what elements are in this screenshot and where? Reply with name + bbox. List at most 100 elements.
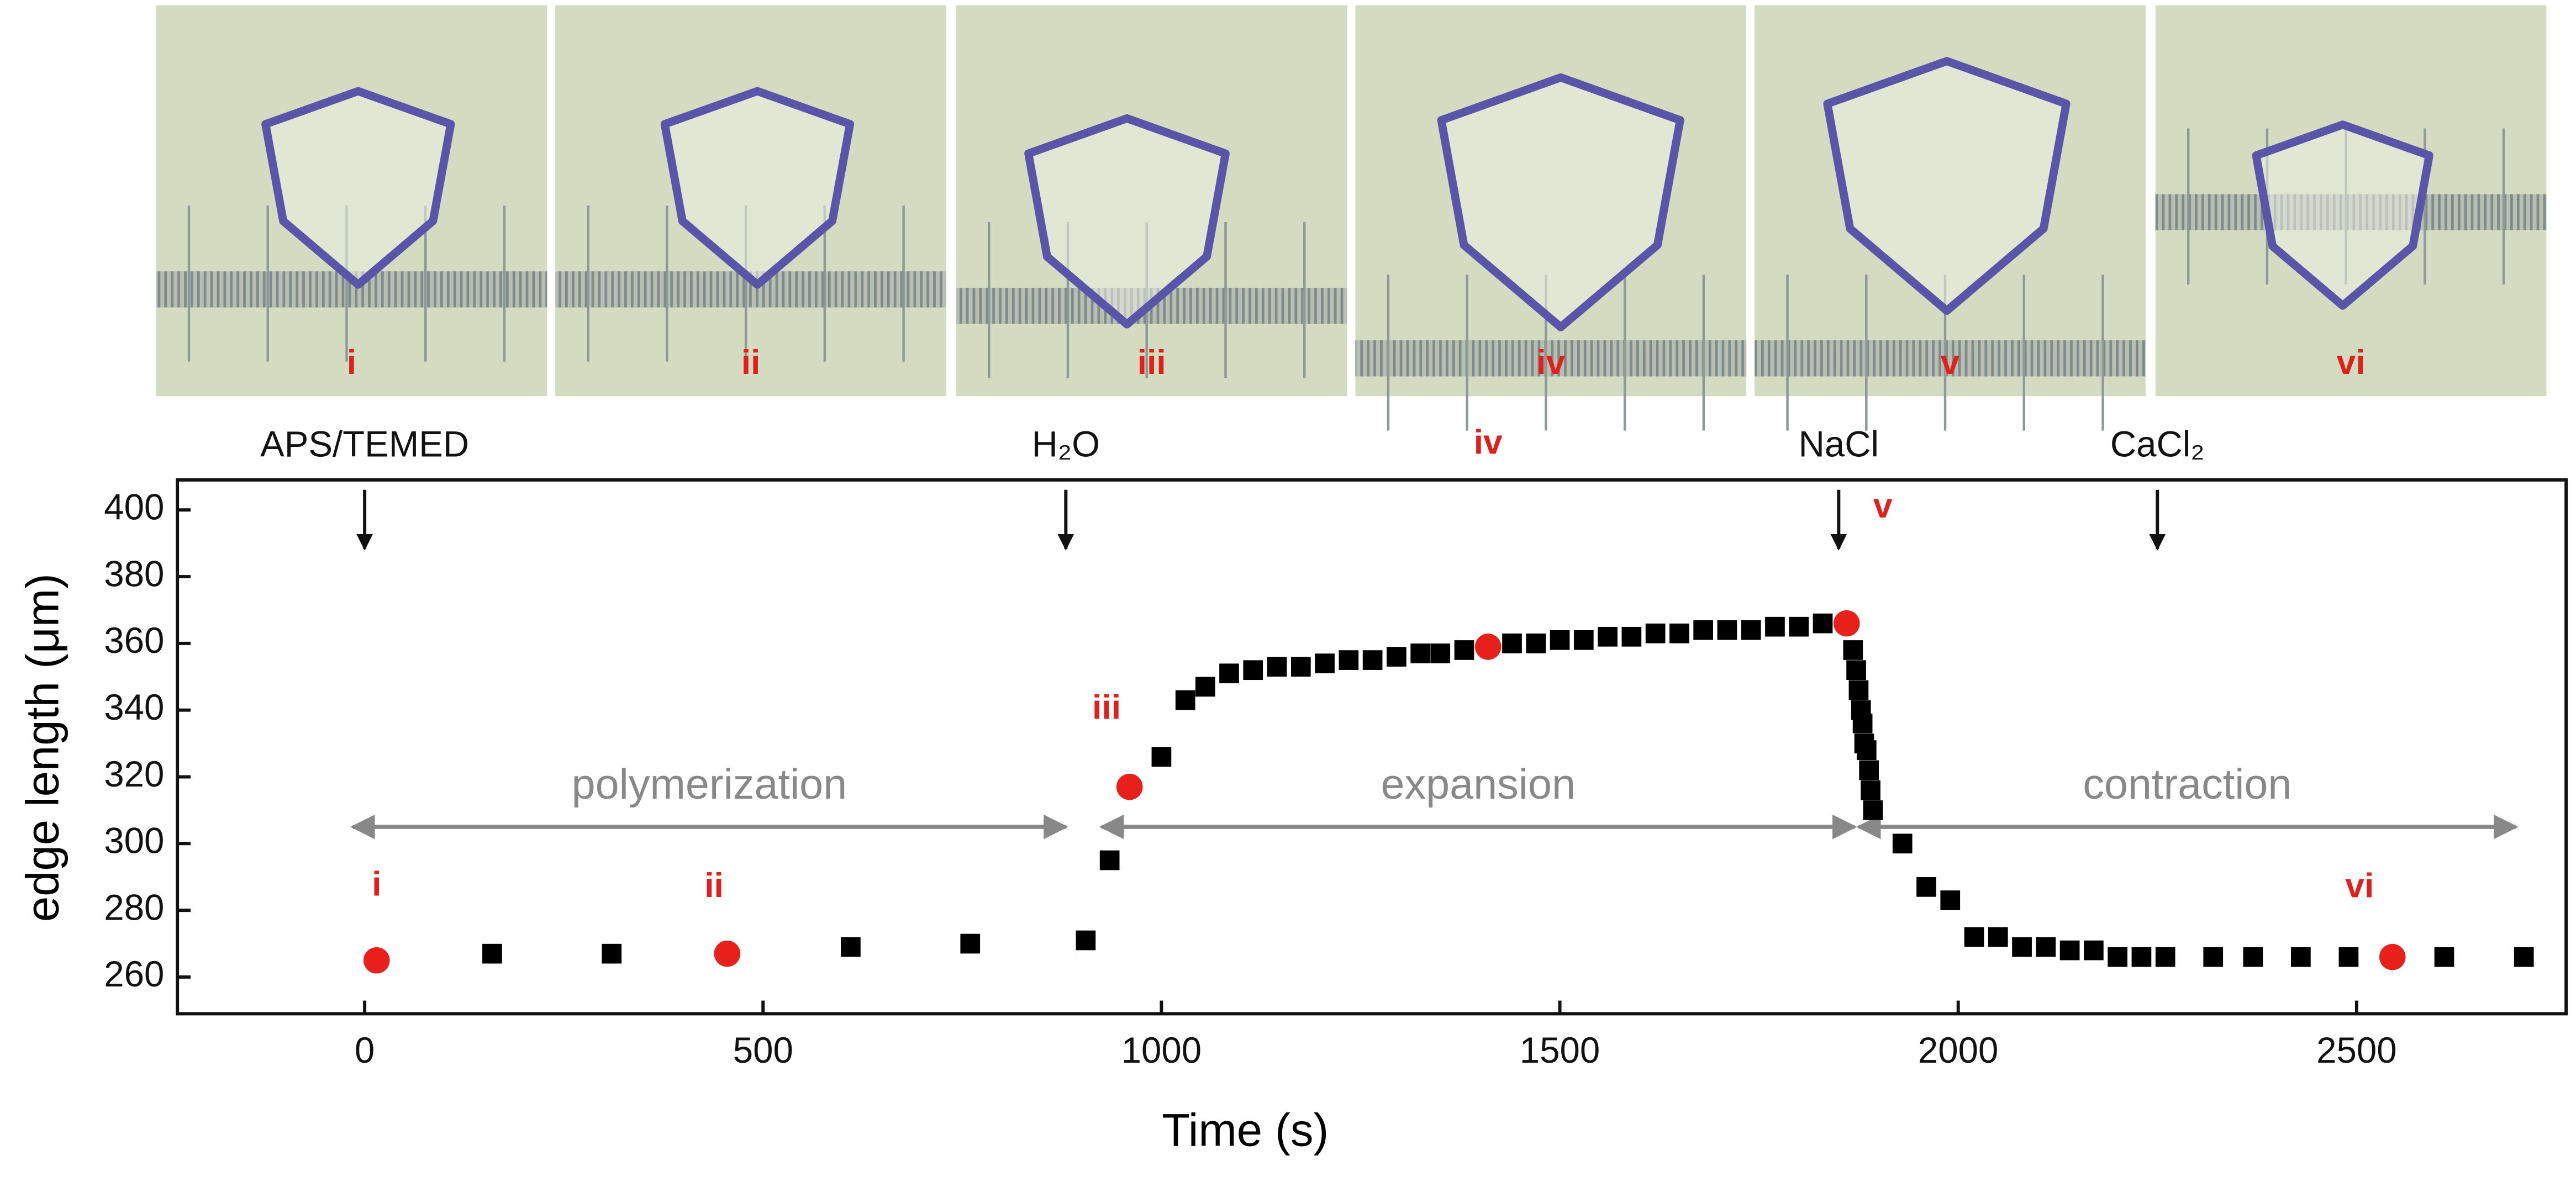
point-label: i — [372, 864, 381, 903]
crystal — [1024, 114, 1230, 329]
data-point — [1175, 690, 1195, 710]
x-axis-label: Time (s) — [1162, 1104, 1329, 1155]
data-point — [1219, 663, 1239, 684]
data-point — [2243, 947, 2263, 967]
ruler — [1355, 340, 1747, 377]
data-point — [1861, 780, 1880, 800]
y-tick-label: 300 — [104, 821, 164, 861]
data-point — [2291, 947, 2311, 967]
data-point — [714, 940, 741, 967]
data-point — [1693, 620, 1714, 640]
data-point — [1964, 927, 1984, 947]
data-point — [2379, 943, 2406, 970]
point-label: v — [1873, 487, 1893, 525]
event-label: CaCl₂ — [2110, 424, 2205, 465]
crystal — [660, 87, 855, 289]
data-point — [2434, 947, 2454, 967]
x-tick-label: 2000 — [1918, 1030, 1999, 1070]
y-tick-label: 380 — [104, 553, 164, 594]
data-point — [1843, 640, 1863, 660]
crystal — [1823, 57, 2071, 315]
data-point — [2155, 947, 2175, 967]
data-point — [1339, 650, 1359, 670]
event-label: APS/TEMED — [260, 424, 469, 465]
data-point — [2084, 940, 2104, 960]
data-point — [1916, 877, 1936, 897]
data-point — [1243, 660, 1263, 680]
data-point — [1598, 626, 1618, 647]
data-point — [1848, 680, 1869, 700]
data-point — [2203, 947, 2224, 967]
data-point — [1116, 773, 1143, 800]
event-label: H₂O — [1032, 424, 1100, 465]
panel-label: i — [347, 343, 356, 382]
y-tick-label: 340 — [104, 687, 164, 727]
data-point — [2338, 947, 2359, 967]
data-point — [1454, 640, 1474, 660]
data-point — [1863, 800, 1883, 820]
panel-label: vi — [2337, 343, 2366, 382]
data-point — [1892, 833, 1913, 854]
data-point — [602, 943, 622, 964]
data-point — [1573, 630, 1594, 650]
data-point — [1387, 647, 1406, 667]
data-point — [1669, 623, 1689, 643]
data-point — [1151, 747, 1172, 767]
data-point — [2036, 937, 2056, 957]
y-tick-label: 400 — [104, 487, 164, 527]
x-tick-label: 0 — [355, 1030, 375, 1070]
data-point — [1526, 634, 1546, 653]
data-point — [1645, 623, 1666, 643]
data-point — [2059, 940, 2080, 960]
panel-label: iii — [1137, 343, 1166, 382]
data-point — [960, 933, 981, 954]
data-point — [1833, 610, 1860, 637]
data-point — [1315, 653, 1335, 673]
data-point — [1789, 616, 1809, 637]
panel-label: v — [1941, 343, 1960, 382]
point-label: iv — [1474, 423, 1503, 462]
data-point — [1430, 643, 1451, 663]
data-point — [2131, 947, 2152, 967]
data-point — [363, 947, 390, 974]
data-point — [1846, 660, 1866, 680]
data-point — [1856, 740, 1877, 761]
ruler — [1755, 340, 2146, 377]
event-label: NaCl — [1799, 424, 1879, 465]
data-point — [1267, 657, 1287, 677]
x-tick-label: 2500 — [2316, 1030, 2397, 1070]
data-point — [1765, 616, 1785, 637]
crystal — [261, 87, 455, 289]
data-point — [1741, 620, 1761, 640]
data-point — [1852, 714, 1873, 733]
data-point — [2108, 947, 2127, 967]
point-label: vi — [2345, 866, 2374, 905]
data-point — [1502, 634, 1522, 653]
data-point — [841, 937, 861, 957]
y-tick-label: 260 — [104, 954, 164, 994]
data-point — [1859, 760, 1879, 780]
y-tick-label: 360 — [104, 620, 164, 661]
data-point — [1099, 850, 1120, 870]
data-point — [1813, 613, 1833, 634]
x-tick-label: 1500 — [1520, 1030, 1600, 1070]
point-label: ii — [704, 866, 724, 905]
phase-label: polymerization — [572, 761, 847, 808]
data-point — [1362, 650, 1383, 670]
data-point — [1940, 890, 1961, 910]
data-point — [2012, 937, 2032, 957]
x-tick-label: 1000 — [1121, 1030, 1202, 1070]
y-tick-label: 280 — [104, 887, 164, 927]
data-point — [1076, 930, 1096, 951]
data-point — [1621, 626, 1642, 647]
plot-frame — [176, 478, 2568, 1016]
crystal — [2252, 120, 2433, 310]
data-point — [1410, 643, 1430, 663]
data-point — [1717, 620, 1737, 640]
point-label: iii — [1092, 688, 1121, 726]
data-point — [482, 943, 502, 964]
data-point — [1290, 657, 1311, 677]
x-tick-label: 500 — [733, 1030, 793, 1070]
